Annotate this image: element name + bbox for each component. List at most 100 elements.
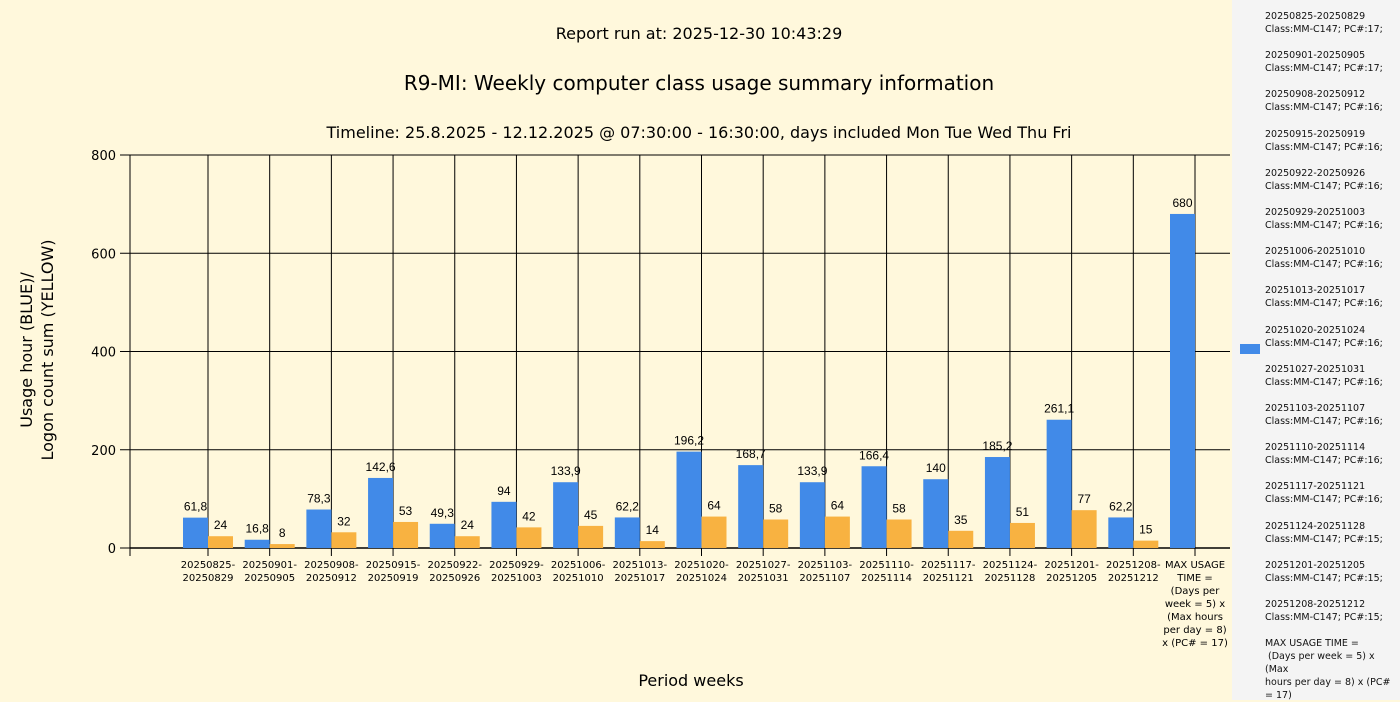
- logon-count-bar: [454, 536, 480, 548]
- logon-count-bar: [516, 527, 542, 548]
- x-tick-label: 20251208- 20251212: [1106, 560, 1161, 584]
- x-tick-label: 20250825- 20250829: [181, 560, 236, 584]
- logon-count-bar: [1009, 522, 1035, 548]
- logon-count-data-label: 58: [769, 502, 783, 516]
- logon-count-data-label: 15: [1139, 523, 1153, 537]
- x-tick-label-line: 20251114: [861, 573, 912, 584]
- x-tick-label-line: 20251006-: [551, 560, 606, 571]
- usage-hour-bar: [429, 523, 455, 548]
- x-tick-label-line: 20250926: [429, 573, 480, 584]
- x-tick-label-line: 20251201-: [1044, 560, 1099, 571]
- x-tick-label: 20250929- 20251003: [489, 560, 544, 584]
- chart-title: R9-MI: Weekly computer class usage summa…: [404, 71, 994, 95]
- x-tick-label: 20250915- 20250919: [366, 560, 421, 584]
- x-tick-label-line: 20251128: [984, 573, 1035, 584]
- logon-count-data-label: 77: [1077, 492, 1091, 506]
- logon-count-bar: [1071, 510, 1097, 548]
- usage-hour-data-label: 196,2: [674, 434, 704, 448]
- x-tick-label: 20250922- 20250926: [427, 560, 482, 584]
- usage-hour-bar: [491, 501, 517, 548]
- x-tick-label-line: 20250912: [306, 573, 357, 584]
- usage-hour-data-label: 78,3: [307, 492, 331, 506]
- x-tick-label-line: 20251027-: [736, 560, 791, 571]
- y-tick-label: 0: [108, 542, 116, 557]
- logon-count-bar: [639, 541, 665, 548]
- x-tick-label: 20250901- 20250905: [242, 560, 297, 584]
- logon-count-bar: [948, 530, 974, 548]
- x-tick-label-line: 20250922-: [427, 560, 482, 571]
- legend-entry: 20250922-20250926 Class:MM-C147; PC#:16;: [1265, 167, 1383, 192]
- x-tick-label: 20251201- 20251205: [1044, 560, 1099, 584]
- logon-count-data-label: 64: [707, 499, 721, 513]
- logon-count-data-label: 51: [1016, 505, 1030, 519]
- usage-hour-bar: [368, 477, 394, 548]
- x-tick-label-line: 20251121: [923, 573, 974, 584]
- legend-entry: MAX USAGE TIME = (Days per week = 5) x (…: [1265, 638, 1391, 702]
- logon-count-bar: [701, 516, 727, 548]
- legend-entry: 20251006-20251010 Class:MM-C147; PC#:16;: [1265, 246, 1383, 271]
- logon-count-bar: [763, 519, 789, 548]
- x-tick-label: 20251013- 20251017: [613, 560, 668, 584]
- bar-chart: Report run at: 2025-12-30 10:43:29 R9-MI…: [17, 24, 1230, 690]
- logon-count-data-label: 32: [337, 514, 351, 528]
- x-tick-label-line: (Days per: [1171, 586, 1221, 597]
- usage-hour-bar: [738, 465, 764, 548]
- usage-hour-data-label: 62,2: [616, 499, 640, 513]
- logon-count-bar: [886, 519, 912, 548]
- logon-count-bar: [578, 525, 604, 548]
- legend-entry: 20250825-20250829 Class:MM-C147; PC#:17;: [1265, 11, 1383, 35]
- x-tick-label-line: 20251208-: [1106, 560, 1161, 571]
- y-tick-label: 600: [91, 247, 116, 262]
- x-tick-label-line: 20251212: [1108, 573, 1159, 584]
- x-tick-label: 20251124- 20251128: [983, 560, 1038, 584]
- x-tick-label: 20251110- 20251114: [859, 560, 914, 584]
- usage-hour-data-label: 140: [926, 461, 946, 475]
- logon-count-bar: [824, 516, 850, 548]
- x-tick-label-line: 20251003: [491, 573, 542, 584]
- report-run-text: Report run at: 2025-12-30 10:43:29: [556, 24, 843, 43]
- legend-entry: 20251117-20251121 Class:MM-C147; PC#:16;: [1265, 481, 1383, 506]
- x-tick-label-line: 20251103-: [798, 560, 853, 571]
- x-tick-label-line: 20250915-: [366, 560, 421, 571]
- x-tick-label-line: 20250829: [183, 573, 234, 584]
- x-tick-label-line: week = 5) x: [1165, 599, 1225, 610]
- x-tick-label: 20250908- 20250912: [304, 560, 359, 584]
- usage-hour-bar: [1046, 419, 1072, 548]
- usage-hour-bar: [614, 517, 640, 548]
- usage-hour-bar: [861, 466, 887, 548]
- x-tick-label-line: 20251205: [1046, 573, 1097, 584]
- logon-count-data-label: 35: [954, 513, 968, 527]
- x-tick-label-line: 20251010: [553, 573, 604, 584]
- legend-entry: 20250908-20250912 Class:MM-C147; PC#:16;: [1265, 89, 1383, 114]
- y-tick-label: 800: [91, 149, 116, 164]
- x-axis-label: Period weeks: [638, 671, 743, 690]
- x-tick-label-line: MAX USAGE: [1165, 560, 1225, 571]
- x-tick-label-line: 20251031: [738, 573, 789, 584]
- x-tick-label-line: 20251013-: [613, 560, 668, 571]
- legend-entry: 20250901-20250905 Class:MM-C147; PC#:17;: [1265, 50, 1383, 75]
- usage-hour-data-label: 680: [1172, 196, 1192, 210]
- x-tick-label: 20251006- 20251010: [551, 560, 606, 584]
- usage-hour-data-label: 61,8: [184, 500, 208, 514]
- logon-count-bar: [393, 521, 419, 548]
- usage-hour-data-label: 185,2: [982, 439, 1012, 453]
- x-tick-label-line: x (PC# = 17): [1162, 638, 1228, 649]
- x-tick-label-line: 20250901-: [242, 560, 297, 571]
- x-tick-label-line: 20251110-: [859, 560, 914, 571]
- logon-count-data-label: 24: [214, 518, 228, 532]
- usage-hour-bar: [183, 517, 208, 548]
- x-tick-label-line: 20250919: [368, 573, 419, 584]
- x-tick-label-line: 20251017: [614, 573, 665, 584]
- y-tick-label: 400: [91, 346, 116, 361]
- logon-count-data-label: 45: [584, 508, 598, 522]
- legend-entry: 20251201-20251205 Class:MM-C147; PC#:15;: [1265, 559, 1383, 584]
- usage-hour-data-label: 62,2: [1109, 499, 1133, 513]
- logon-count-data-label: 53: [399, 504, 413, 518]
- usage-hour-bar: [676, 451, 702, 548]
- usage-hour-data-label: 168,7: [736, 447, 766, 461]
- y-tick-label: 200: [91, 444, 116, 459]
- legend-entry: 20251103-20251107 Class:MM-C147; PC#:16;: [1265, 403, 1383, 427]
- usage-hour-data-label: 166,4: [859, 448, 889, 462]
- usage-hour-bar: [1108, 517, 1134, 548]
- x-tick-label-line: 20250908-: [304, 560, 359, 571]
